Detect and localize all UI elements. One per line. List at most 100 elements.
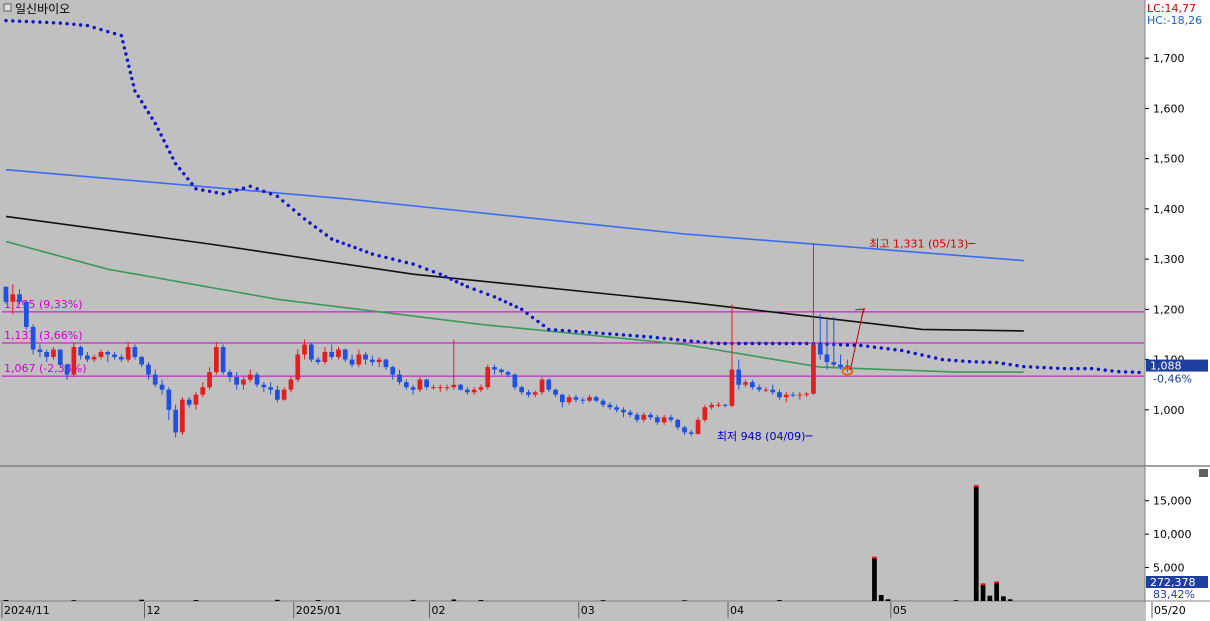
trail-dot: [121, 40, 125, 44]
trail-dot: [514, 305, 518, 309]
trail-dot: [45, 20, 49, 25]
lc-indicator: LC:14,77: [1147, 2, 1196, 15]
trail-dot: [112, 31, 117, 36]
trail-dot: [4, 18, 8, 23]
trend-arrow-line: [849, 309, 864, 370]
volume-bar: [987, 595, 993, 601]
trail-dot: [981, 360, 985, 364]
volume-tick-label: 10,000: [1153, 528, 1192, 541]
candle-body: [661, 417, 667, 423]
trail-dot: [988, 360, 992, 364]
candle-body: [648, 414, 653, 418]
volume-bar: [600, 600, 606, 601]
candle-body: [186, 399, 192, 405]
volume-bar: [71, 600, 77, 601]
candle-body: [465, 389, 470, 393]
candle-body: [471, 389, 477, 393]
trail-dot: [17, 19, 22, 23]
trail-dot: [547, 327, 551, 332]
candle-body: [716, 404, 721, 406]
candle-body: [743, 382, 748, 385]
trail-dot: [791, 341, 795, 346]
trail-dot: [1117, 369, 1121, 374]
candle-body: [10, 294, 16, 302]
candle-body: [783, 394, 789, 398]
candle-body: [329, 352, 334, 357]
trail-dot: [182, 172, 186, 176]
trail-dot: [723, 341, 727, 346]
volume-bar: [994, 582, 999, 601]
trail-dot: [454, 280, 459, 284]
trail-dot: [262, 189, 266, 193]
trail-dot: [302, 217, 307, 221]
trail-dot: [364, 250, 369, 254]
trail-dot: [933, 356, 938, 360]
trail-dot: [940, 357, 945, 362]
candle-body: [512, 374, 518, 388]
trail-dot: [1035, 365, 1040, 369]
candle-body: [763, 389, 769, 391]
trail-dot: [587, 330, 592, 335]
candle-body: [777, 392, 782, 398]
trail-dot: [805, 341, 809, 346]
trail-dot: [156, 127, 160, 131]
candle-body: [302, 344, 307, 355]
volume-bar: [410, 599, 416, 601]
trail-dot: [642, 334, 646, 339]
trail-dot: [186, 177, 190, 181]
title-box-icon: [3, 3, 12, 12]
candle-body: [838, 364, 843, 368]
trail-dot: [567, 329, 571, 333]
trail-dot: [131, 83, 136, 87]
trail-dot: [906, 350, 911, 354]
trail-dot: [608, 332, 612, 336]
trail-dot: [1123, 370, 1128, 374]
trail-dot: [872, 345, 877, 349]
trail-dot: [1076, 366, 1080, 371]
trail-dot: [313, 225, 318, 229]
close-panel-icon[interactable]: [1199, 469, 1208, 477]
candle-body: [682, 427, 687, 433]
highlight-circle: [841, 367, 854, 376]
trail-dot: [255, 187, 259, 191]
candle-body: [227, 372, 233, 378]
candle-body: [17, 294, 22, 302]
candle-body: [241, 379, 246, 385]
trail-dot: [520, 307, 524, 311]
trail-dot: [472, 287, 476, 291]
price-tick-label: 1,600: [1153, 102, 1185, 115]
candle-body: [268, 387, 273, 390]
trail-dot: [553, 328, 558, 332]
trail-dot: [353, 245, 357, 250]
trail-dot: [133, 89, 137, 93]
trail-dot: [601, 331, 605, 336]
ma-green-line: [5, 240, 1024, 373]
current-price-tag: [1146, 359, 1208, 372]
trail-dot: [65, 22, 69, 26]
x-tick-label: 12: [146, 604, 160, 617]
trail-dot: [1069, 366, 1074, 371]
trail-dot: [58, 21, 62, 25]
candle-body: [24, 301, 29, 327]
candle-body: [410, 387, 416, 390]
candle-body: [675, 419, 681, 428]
candle-body: [146, 364, 151, 375]
trail-dot: [560, 328, 565, 333]
candle-body: [641, 414, 647, 420]
trail-dot: [146, 110, 151, 115]
candle-body: [607, 404, 613, 408]
trail-dot: [125, 58, 130, 62]
volume-bar: [139, 599, 144, 601]
candle-body: [119, 357, 124, 360]
ma-blue-line: [5, 168, 1024, 262]
candle-body: [824, 354, 830, 362]
volume-bar-cap: [872, 556, 877, 559]
volume-bar: [953, 600, 959, 601]
trail-dot: [370, 252, 375, 256]
volume-bar-cap: [980, 583, 986, 586]
trail-dot: [662, 336, 666, 341]
price-tick-label: 1,300: [1153, 253, 1185, 266]
candle-body: [424, 379, 429, 388]
